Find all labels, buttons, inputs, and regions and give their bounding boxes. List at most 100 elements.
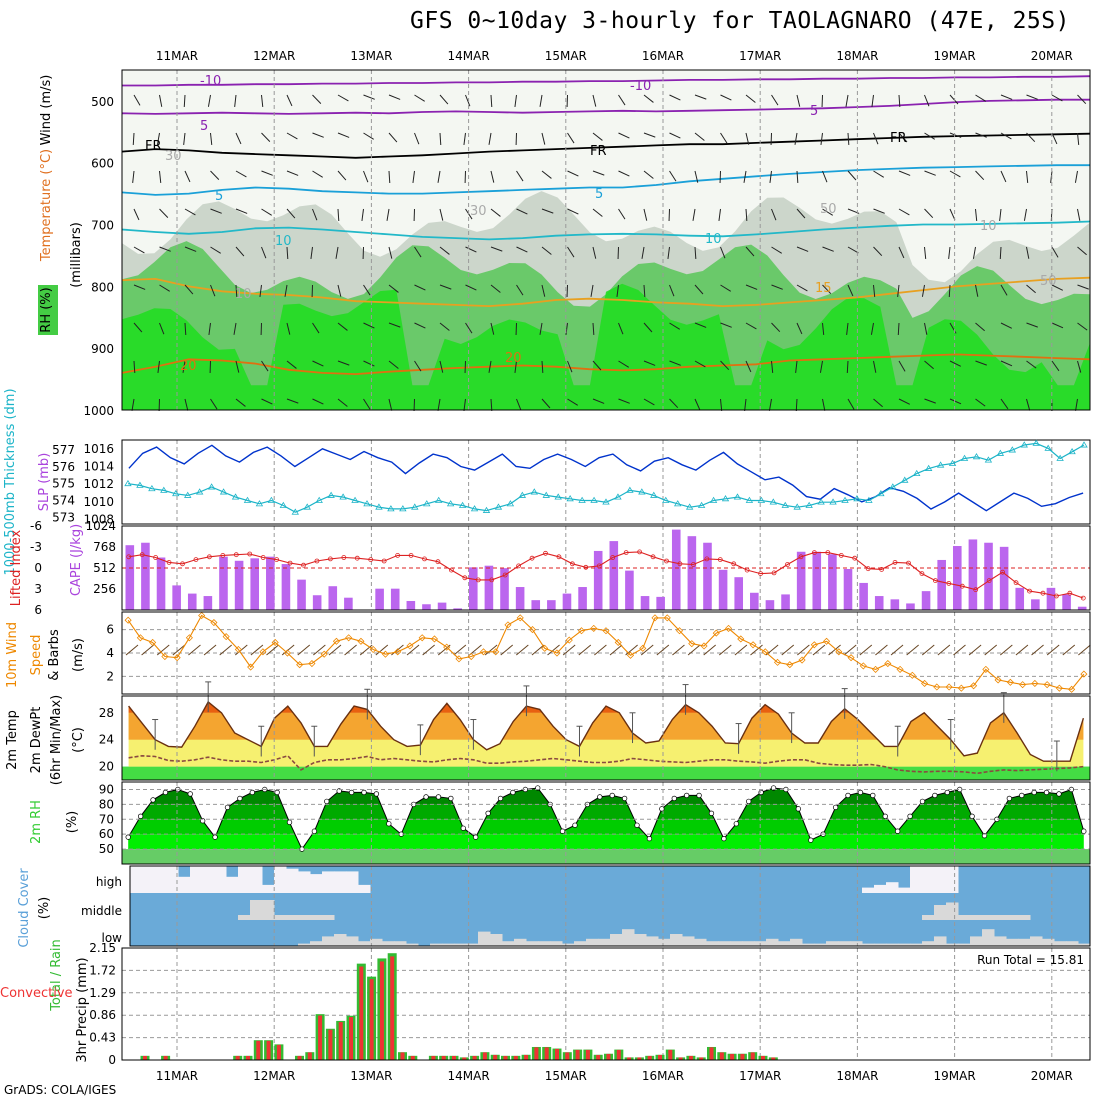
cloud-bar-high <box>922 866 935 893</box>
wind-barb <box>667 246 670 259</box>
wind-marker <box>810 641 818 649</box>
ylabel-barbs: & Barbs <box>47 629 62 681</box>
precip-panel: 2.15 1.72 1.29 0.86 0.43 0 Run Total = 15.81 To… <box>0 939 1091 1067</box>
wind-marker <box>565 636 573 644</box>
precip-bar-convective <box>544 1047 549 1060</box>
temp-tick: 24 <box>99 733 114 747</box>
lifted-index-marker <box>1053 593 1059 599</box>
cape-bar <box>484 565 494 610</box>
date-label-top: 20MAR <box>1031 49 1073 63</box>
rh-marker <box>932 792 938 799</box>
lifted-index-marker <box>341 555 347 560</box>
thickness-marker <box>494 503 503 510</box>
wind-barb <box>771 208 777 221</box>
lifted-index-marker <box>569 561 575 567</box>
lifted-index-marker <box>448 567 454 573</box>
thickness-marker <box>984 456 993 463</box>
wind-marker <box>847 654 855 662</box>
wind-barb <box>286 132 298 140</box>
thickness-marker <box>721 495 730 502</box>
temp-tick: 28 <box>99 706 114 720</box>
wind-barb <box>819 360 823 373</box>
contour-label: 50 <box>820 202 837 217</box>
wind-barb-10m <box>125 644 139 656</box>
cape-frame <box>121 525 1091 611</box>
wind-marker <box>173 654 181 662</box>
wind-barb <box>184 208 196 216</box>
rh-marker <box>696 792 702 799</box>
thickness-marker <box>136 481 144 488</box>
cloud-bar-low <box>658 938 671 946</box>
wind-barb <box>975 94 986 102</box>
cloud-bar-high <box>142 866 155 893</box>
cape-bar <box>890 599 900 610</box>
wind-barb <box>771 284 783 290</box>
wind-tick: 2 <box>106 669 114 683</box>
wind-marker <box>700 642 708 650</box>
wind-barb <box>1051 132 1058 145</box>
wind-barb <box>133 94 141 106</box>
precip-bar-convective <box>771 1057 776 1060</box>
precip-bar-convective <box>452 1055 456 1060</box>
cloud-bar-middle <box>934 905 947 920</box>
wind-barb <box>999 208 1002 221</box>
rh-marker <box>274 789 280 796</box>
thickness-marker <box>626 486 634 493</box>
wind-barb-10m <box>984 644 998 656</box>
cape-bar <box>671 529 681 610</box>
wind-marker <box>259 648 267 656</box>
ylabel-2m-dewpt: 2m DewPt <box>29 707 44 774</box>
lifted-index-marker <box>986 578 992 583</box>
cloud-bar-low <box>622 929 635 946</box>
wind-barb <box>643 208 648 221</box>
precip-bar-convective <box>637 1057 642 1060</box>
thickness-marker <box>207 483 216 490</box>
wind-barb <box>132 170 135 183</box>
wind-barb <box>388 284 399 293</box>
cloud-bar-low <box>1066 941 1079 946</box>
rh-marker <box>361 789 367 796</box>
cloud-bar-low <box>922 941 935 946</box>
wind-barb-10m <box>906 644 919 656</box>
thickness-marker <box>351 496 359 503</box>
cape-bar <box>640 596 650 610</box>
date-label-bottom: 16MAR <box>642 1069 684 1083</box>
wind-barb <box>975 170 985 181</box>
wind10m-panel: 6 4 2 10m Wind Speed & Barbs (m/s) <box>5 611 1091 695</box>
wind-barb <box>972 246 976 259</box>
wind-barb <box>363 132 374 140</box>
cloud-bar-high <box>130 866 143 893</box>
wind-barb <box>771 322 781 333</box>
cloud-bar-low <box>502 941 515 946</box>
thickness-marker <box>673 500 682 507</box>
wind-barb <box>921 284 925 297</box>
wind-marker <box>945 683 953 691</box>
wind-marker <box>1043 681 1051 689</box>
wind-marker <box>418 634 426 642</box>
cape-tick: 768 <box>93 540 116 554</box>
contour-label: FR <box>890 131 907 146</box>
date-label-bottom: 15MAR <box>545 1069 587 1083</box>
wind-barb-10m <box>828 644 841 656</box>
wind-marker <box>430 635 439 643</box>
wind-barb <box>156 132 160 145</box>
ylabel-rh: RH (%) <box>39 287 54 332</box>
wind-barb <box>1077 94 1087 105</box>
wind-marker <box>773 658 782 666</box>
wind-barb <box>795 360 798 373</box>
wind-barb-10m <box>375 644 389 656</box>
ylabel-minmax: (6hr Min/Max) <box>49 695 64 785</box>
wind-barb <box>337 398 348 407</box>
wind-barb <box>694 170 699 183</box>
lifted-index-marker <box>650 554 656 560</box>
cloud-bar-low <box>646 936 659 946</box>
wind-barb-10m <box>313 644 326 656</box>
lifted-index-marker <box>233 552 239 558</box>
isotherm-line <box>121 353 1091 376</box>
cape-bar <box>250 558 260 610</box>
wind-barb <box>592 360 602 371</box>
lifted-index-marker <box>502 572 508 578</box>
lifted-index-marker <box>919 571 925 576</box>
wind-marker <box>626 651 635 659</box>
